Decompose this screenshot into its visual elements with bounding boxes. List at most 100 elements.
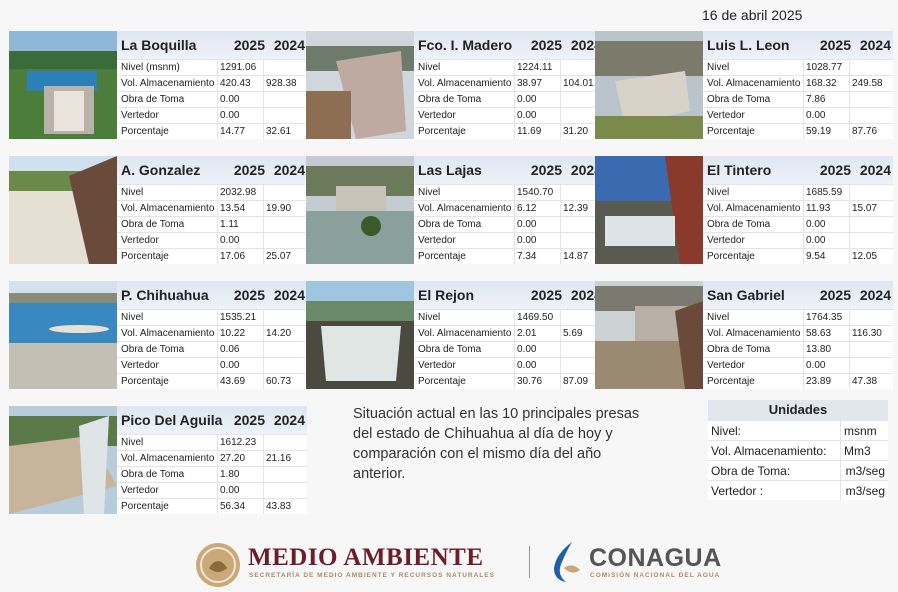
- dam-card-fco-i-madero: Fco. I. Madero 2025 2024 Nivel 1224.11 Vol.…: [306, 31, 604, 139]
- year-previous: 2024: [859, 37, 891, 53]
- year-current: 2025: [233, 37, 265, 53]
- row-vol: Vol. Almacenamiento 38.97 104.01: [414, 75, 604, 91]
- dam-name: A. Gonzalez: [121, 162, 201, 178]
- dam-card-pico-del-aguila: Pico Del Aguila 2025 2024 Nivel 1612.23 Vol…: [9, 406, 307, 514]
- row-obra: Obra de Toma 7.86: [703, 91, 893, 107]
- row-porcentaje: Porcentaje 56.34 43.83: [117, 498, 307, 514]
- row-nivel: Nivel 1224.11: [414, 59, 604, 75]
- dam-photo: [9, 31, 117, 139]
- dam-card-san-gabriel: San Gabriel 2025 2024 Nivel 1764.35 Vol. Al…: [595, 281, 893, 389]
- year-previous: 2024: [859, 287, 891, 303]
- row-vol: Vol. Almacenamiento 10.22 14.20: [117, 325, 307, 341]
- row-nivel: Nivel 1540.70: [414, 184, 604, 200]
- row-nivel: Nivel 1764.35: [703, 309, 893, 325]
- year-previous: 2024: [570, 162, 602, 178]
- row-vertedor: Vertedor 0.00: [414, 357, 604, 373]
- dam-name: Fco. I. Madero: [418, 37, 513, 53]
- year-current: 2025: [819, 162, 851, 178]
- row-porcentaje: Porcentaje 43.69 60.73: [117, 373, 307, 389]
- row-vol: Vol. Almacenamiento 13.54 19.90: [117, 200, 307, 216]
- dam-name: Luis L. Leon: [707, 37, 790, 53]
- row-obra: Obra de Toma 0.00: [703, 216, 893, 232]
- row-nivel: Nivel (msnm) 1291.06: [117, 59, 307, 75]
- row-porcentaje: Porcentaje 30.76 87.09: [414, 373, 604, 389]
- row-vol: Vol. Almacenamiento 2.01 5.69: [414, 325, 604, 341]
- row-vol: Vol. Almacenamiento 11.93 15.07: [703, 200, 893, 216]
- dam-card-la-boquilla: La Boquilla 2025 2024 Nivel (msnm) 1291.06 …: [9, 31, 307, 139]
- row-nivel: Nivel 1612.23: [117, 434, 307, 450]
- row-vertedor: Vertedor 0.00: [414, 107, 604, 123]
- dam-photo: [595, 281, 703, 389]
- dam-name: El Rejon: [418, 287, 475, 303]
- row-vertedor: Vertedor 0.00: [703, 232, 893, 248]
- year-current: 2025: [819, 37, 851, 53]
- row-nivel: Nivel 1685.59: [703, 184, 893, 200]
- year-current: 2025: [530, 162, 562, 178]
- description-text: Situación actual en las 10 principales p…: [353, 406, 640, 482]
- dam-name: San Gabriel: [707, 287, 785, 303]
- semarnat-seal-icon: [196, 543, 240, 587]
- dam-photo: [306, 281, 414, 389]
- dam-card-luis-l-leon: Luis L. Leon 2025 2024 Nivel 1028.77 Vol. A…: [595, 31, 893, 139]
- row-obra: Obra de Toma 0.00: [414, 341, 604, 357]
- year-current: 2025: [530, 287, 562, 303]
- year-previous: 2024: [570, 287, 602, 303]
- footer: MEDIO AMBIENTE SECRETARÍA DE MEDIO AMBIE…: [0, 530, 898, 592]
- medio-ambiente-subtitle: SECRETARÍA DE MEDIO AMBIENTE Y RECURSOS …: [249, 572, 495, 579]
- dam-photo: [595, 31, 703, 139]
- row-obra: Obra de Toma 0.00: [117, 91, 307, 107]
- row-nivel: Nivel 2032.98: [117, 184, 307, 200]
- row-nivel: Nivel 1028.77: [703, 59, 893, 75]
- dam-card-p-chihuahua: P. Chihuahua 2025 2024 Nivel 1535.21 Vol. A…: [9, 281, 307, 389]
- row-vertedor: Vertedor 0.00: [117, 357, 307, 373]
- year-current: 2025: [530, 37, 562, 53]
- dam-photo: [306, 31, 414, 139]
- row-porcentaje: Porcentaje 59.19 87.76: [703, 123, 893, 139]
- row-vertedor: Vertedor 0.00: [117, 107, 307, 123]
- year-previous: 2024: [273, 37, 305, 53]
- row-vertedor: Vertedor 0.00: [703, 357, 893, 373]
- dam-photo: [306, 156, 414, 264]
- row-vol: Vol. Almacenamiento 27.20 21.16: [117, 450, 307, 466]
- dam-card-a-gonzalez: A. Gonzalez 2025 2024 Nivel 2032.98 Vol. Al…: [9, 156, 307, 264]
- row-vol: Vol. Almacenamiento 420.43 928.38: [117, 75, 307, 91]
- year-previous: 2024: [859, 162, 891, 178]
- dam-photo: [9, 281, 117, 389]
- dam-name: P. Chihuahua: [121, 287, 209, 303]
- row-obra: Obra de Toma 13.80: [703, 341, 893, 357]
- logo-divider: [529, 546, 530, 578]
- conagua-logo-text: CONAGUA: [589, 544, 722, 572]
- units-row: Vol. Almacenamiento: Mm3: [708, 440, 888, 460]
- units-title: Unidades: [708, 400, 888, 420]
- year-current: 2025: [233, 162, 265, 178]
- row-vertedor: Vertedor 0.00: [414, 232, 604, 248]
- dam-card-el-rejon: El Rejon 2025 2024 Nivel 1469.50 Vol. Almac…: [306, 281, 604, 389]
- row-porcentaje: Porcentaje 23.89 47.38: [703, 373, 893, 389]
- row-nivel: Nivel 1535.21: [117, 309, 307, 325]
- units-table: Unidades Nivel: msnm Vol. Almacenamiento:…: [708, 400, 888, 500]
- dam-photo: [595, 156, 703, 264]
- row-vol: Vol. Almacenamiento 58.63 116.30: [703, 325, 893, 341]
- row-obra: Obra de Toma 0.00: [414, 216, 604, 232]
- year-current: 2025: [819, 287, 851, 303]
- report-date: 16 de abril 2025: [702, 7, 803, 23]
- year-previous: 2024: [273, 162, 305, 178]
- row-vol: Vol. Almacenamiento 168.32 249.58: [703, 75, 893, 91]
- row-porcentaje: Porcentaje 14.77 32.61: [117, 123, 307, 139]
- dam-photo: [9, 156, 117, 264]
- year-current: 2025: [233, 287, 265, 303]
- row-obra: Obra de Toma 1.80: [117, 466, 307, 482]
- row-nivel: Nivel 1469.50: [414, 309, 604, 325]
- units-row: Vertedor : m3/seg: [708, 480, 888, 500]
- row-vertedor: Vertedor 0.00: [117, 482, 307, 498]
- row-porcentaje: Porcentaje 11.69 31.20: [414, 123, 604, 139]
- dam-photo: [9, 406, 117, 514]
- year-previous: 2024: [273, 412, 305, 428]
- row-vertedor: Vertedor 0.00: [703, 107, 893, 123]
- row-obra: Obra de Toma 0.06: [117, 341, 307, 357]
- units-row: Nivel: msnm: [708, 420, 888, 440]
- dam-name: Pico Del Aguila: [121, 412, 223, 428]
- row-vol: Vol. Almacenamiento 6.12 12.39: [414, 200, 604, 216]
- conagua-subtitle: COMISIÓN NACIONAL DEL AGUA: [590, 572, 721, 579]
- row-vertedor: Vertedor 0.00: [117, 232, 307, 248]
